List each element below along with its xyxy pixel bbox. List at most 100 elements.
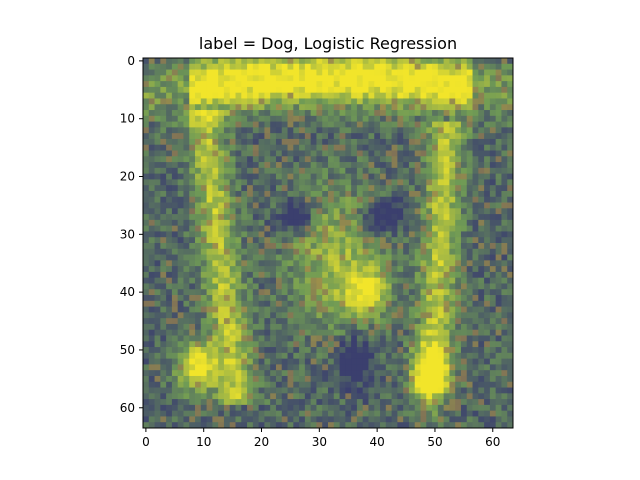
heatmap-cell — [397, 185, 404, 192]
heatmap-cell — [183, 410, 190, 417]
heatmap-cell — [472, 127, 479, 134]
heatmap-cell — [408, 335, 416, 342]
heatmap-cell — [258, 243, 265, 250]
heatmap-cell — [495, 370, 502, 377]
heatmap-cell — [391, 399, 398, 406]
heatmap-cell — [270, 358, 277, 365]
heatmap-cell — [177, 352, 184, 360]
heatmap-cell — [385, 75, 392, 82]
heatmap-cell — [241, 196, 248, 203]
heatmap-cell — [484, 92, 491, 99]
heatmap-cell — [235, 185, 242, 192]
heatmap-cell — [183, 173, 190, 180]
heatmap-cell — [316, 208, 323, 215]
heatmap-cell — [455, 254, 462, 261]
heatmap-cell — [507, 248, 513, 255]
heatmap-cell — [501, 254, 508, 261]
heatmap-cell — [414, 127, 421, 134]
heatmap-cell — [264, 156, 271, 163]
heatmap-cell — [287, 185, 294, 192]
heatmap-cell — [339, 156, 346, 163]
heatmap-cell — [264, 69, 271, 76]
heatmap-cell — [252, 300, 260, 307]
heatmap-cell — [287, 190, 294, 198]
heatmap-cell — [281, 300, 288, 307]
heatmap-cell — [235, 208, 242, 215]
heatmap-cell — [507, 323, 513, 331]
heatmap-cell — [333, 69, 340, 76]
heatmap-cell — [299, 121, 306, 128]
heatmap-cell — [455, 347, 462, 354]
heatmap-cell — [472, 133, 479, 140]
heatmap-cell — [310, 115, 317, 122]
heatmap-cell — [356, 393, 364, 400]
heatmap-cell — [437, 254, 445, 261]
heatmap-cell — [339, 289, 346, 296]
heatmap-cell — [235, 300, 242, 307]
heatmap-cell — [183, 86, 190, 94]
heatmap-cell — [160, 300, 167, 307]
heatmap-cell — [437, 277, 445, 284]
heatmap-cell — [143, 329, 150, 336]
heatmap-cell — [455, 179, 462, 186]
heatmap-cell — [408, 329, 416, 336]
heatmap-cell — [489, 138, 497, 146]
heatmap-cell — [443, 179, 450, 186]
heatmap-cell — [443, 306, 450, 313]
heatmap-cell — [478, 289, 485, 296]
heatmap-cell — [189, 208, 196, 215]
heatmap-cell — [501, 352, 508, 360]
heatmap-cell — [374, 295, 381, 302]
heatmap-cell — [333, 225, 340, 232]
heatmap-cell — [501, 75, 508, 82]
heatmap-cell — [148, 329, 155, 336]
heatmap-cell — [270, 214, 277, 221]
heatmap-cell — [200, 104, 207, 111]
heatmap-cell — [478, 237, 485, 244]
heatmap-cell — [403, 329, 410, 336]
heatmap-cell — [351, 393, 358, 400]
heatmap-cell — [258, 219, 265, 227]
heatmap-cell — [351, 260, 358, 267]
heatmap-cell — [385, 352, 392, 360]
heatmap-cell — [281, 121, 288, 128]
heatmap-cell — [368, 381, 375, 388]
heatmap-cell — [166, 133, 173, 140]
heatmap-cell — [247, 104, 254, 111]
heatmap-cell — [299, 329, 306, 336]
heatmap-cell — [489, 133, 497, 140]
heatmap-cell — [154, 138, 161, 146]
heatmap-cell — [432, 352, 439, 360]
heatmap-cell — [507, 81, 513, 88]
heatmap-cell — [455, 393, 462, 400]
heatmap-cell — [507, 144, 513, 151]
heatmap-cell — [264, 150, 271, 157]
heatmap-cell — [177, 271, 184, 279]
heatmap-cell — [460, 190, 468, 198]
heatmap-cell — [385, 422, 392, 428]
heatmap-cell — [241, 58, 248, 65]
heatmap-cell — [189, 144, 196, 151]
heatmap-cell — [403, 69, 410, 76]
heatmap-cell — [478, 156, 485, 163]
heatmap-cell — [449, 254, 456, 261]
heatmap-cell — [495, 352, 502, 360]
heatmap-cell — [414, 393, 421, 400]
heatmap-cell — [449, 208, 456, 215]
heatmap-cell — [408, 208, 416, 215]
heatmap-cell — [177, 185, 184, 192]
heatmap-cell — [460, 219, 468, 227]
heatmap-cell — [362, 312, 369, 319]
heatmap-cell — [351, 214, 358, 221]
heatmap-cell — [345, 133, 352, 140]
heatmap-cell — [374, 98, 381, 105]
heatmap-cell — [391, 208, 398, 215]
heatmap-cell — [195, 121, 202, 128]
heatmap-cell — [374, 69, 381, 76]
heatmap-cell — [310, 266, 317, 273]
heatmap-cell — [189, 352, 196, 360]
heatmap-cell — [466, 173, 473, 180]
heatmap-cell — [247, 347, 254, 354]
heatmap-cell — [281, 81, 288, 88]
heatmap-cell — [206, 81, 213, 88]
